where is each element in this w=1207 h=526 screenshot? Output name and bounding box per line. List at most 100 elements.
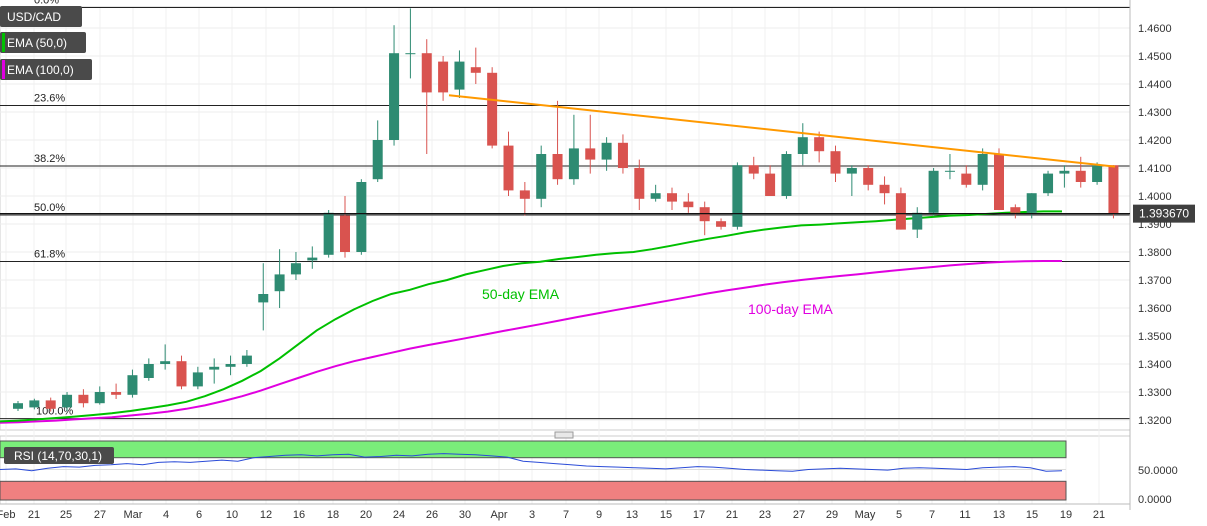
ema50-annotation: 50-day EMA	[482, 286, 560, 302]
candle-body	[127, 375, 138, 395]
candle-body	[519, 190, 530, 199]
y-tick-label: 1.3300	[1138, 387, 1172, 399]
y-tick-label: 1.3400	[1138, 359, 1172, 371]
x-tick-label: Mar	[124, 509, 143, 521]
rsi-label-bg	[4, 447, 114, 464]
candle-body	[846, 168, 857, 174]
candle-body	[765, 173, 776, 196]
candle-body	[503, 145, 514, 191]
ema50-legend-swatch	[2, 33, 5, 52]
candle-body	[405, 53, 416, 55]
candle-body	[13, 403, 23, 409]
x-tick-label: Apr	[490, 509, 507, 521]
y-tick-label: 1.4300	[1138, 107, 1172, 119]
rsi-overbought-zone	[0, 440, 1067, 459]
y-tick-label: 1.4100	[1138, 163, 1172, 175]
x-tick-label: 17	[693, 509, 705, 521]
ema50-legend: EMA (50,0)	[7, 36, 67, 50]
ema100-line	[0, 260, 1062, 424]
ema100-legend: EMA (100,0)	[7, 63, 74, 77]
candle-body	[143, 364, 154, 378]
x-tick-label: 4	[163, 509, 169, 521]
candle-body	[912, 212, 923, 230]
candle-body	[62, 394, 73, 408]
candle-body	[258, 294, 269, 303]
fib-level-label: 38.2%	[34, 153, 65, 165]
candle-body	[830, 151, 841, 174]
candle-body	[944, 170, 955, 172]
x-tick-label: Feb	[0, 509, 15, 521]
x-tick-label: 10	[226, 509, 238, 521]
x-tick-label: 23	[759, 509, 771, 521]
y-tick-label: 1.3800	[1138, 247, 1172, 259]
candle-body	[389, 53, 400, 141]
y-tick-label: 1.4600	[1138, 23, 1172, 35]
x-tick-label: 15	[660, 509, 672, 521]
candle-body	[470, 67, 481, 73]
candle-body	[961, 173, 972, 185]
rsi-line	[0, 453, 1063, 472]
candle-body	[667, 193, 677, 202]
x-tick-label: 29	[826, 509, 838, 521]
trendline	[448, 94, 1116, 168]
x-tick-label: 9	[596, 509, 602, 521]
rsi-tick-label: 0.0000	[1138, 494, 1172, 506]
candle-body	[29, 400, 40, 408]
rsi-label: RSI (14,70,30,1)	[14, 449, 102, 463]
candle-body	[241, 355, 252, 364]
y-tick-label: 1.3500	[1138, 331, 1172, 343]
panel-splitter-handle	[554, 431, 574, 439]
candle-body	[340, 215, 350, 252]
y-tick-label: 1.4000	[1138, 191, 1172, 203]
fibonacci-levels: 0.0% 23.6% 38.2% 50.0% 61.8% 100.0%	[0, 0, 1130, 420]
candle-body	[487, 72, 498, 146]
y-tick-label: 1.4500	[1138, 51, 1172, 63]
candle-body	[568, 148, 579, 180]
candle-body	[225, 364, 236, 367]
fib-level-label: 0.0%	[34, 0, 59, 7]
candle-body	[585, 148, 596, 160]
candle-body	[781, 154, 792, 196]
trendline	[448, 94, 1116, 168]
fib-level-label: 100.0%	[36, 406, 74, 418]
x-tick-label: 18	[327, 509, 339, 521]
x-tick-label: 26	[426, 509, 438, 521]
fib-level-label: 50.0%	[34, 202, 65, 214]
candle-body	[1075, 170, 1086, 182]
fib-level-label: 61.8%	[34, 249, 65, 261]
candle-body	[45, 400, 56, 409]
rsi-zones	[0, 440, 1067, 501]
x-tick-label: May	[855, 509, 876, 521]
labels: 50-day EMA 100-day EMA USD/CAD EMA (50,0) EM…	[0, 6, 1195, 317]
candle-body	[748, 165, 759, 174]
rsi-tick-label: 50.0000	[1138, 465, 1178, 477]
x-tick-label: 21	[1093, 509, 1105, 521]
candle-body	[634, 168, 645, 199]
ema-lines	[0, 210, 1062, 424]
ema50-line	[0, 210, 1062, 423]
candles	[13, 8, 1119, 412]
candle-body	[290, 263, 301, 275]
candle-body	[192, 372, 203, 387]
candle-body	[1010, 207, 1021, 213]
ema50-legend-bg	[0, 32, 86, 53]
x-tick-label: 19	[1060, 509, 1072, 521]
axes: 1.4600 1.4500 1.4400 1.4300 1.4200 1.4100 1.40…	[0, 0, 1178, 521]
candle-body	[421, 53, 432, 93]
candle-body	[209, 366, 220, 370]
symbol-label: USD/CAD	[7, 10, 61, 24]
ema100-legend-bg	[0, 59, 92, 80]
candle-body	[307, 257, 318, 261]
candle-body	[601, 142, 612, 160]
candle-body	[1043, 173, 1054, 194]
x-tick-label: 7	[929, 509, 935, 521]
candle-body	[536, 154, 547, 199]
candle-body	[372, 140, 383, 180]
x-tick-label: 13	[993, 509, 1005, 521]
candle-body	[1059, 170, 1070, 174]
candle-body	[160, 361, 171, 364]
grid	[0, 6, 1131, 505]
candle-body	[78, 394, 89, 404]
x-tick-label: 24	[393, 509, 405, 521]
fib-level-label: 23.6%	[34, 93, 65, 105]
